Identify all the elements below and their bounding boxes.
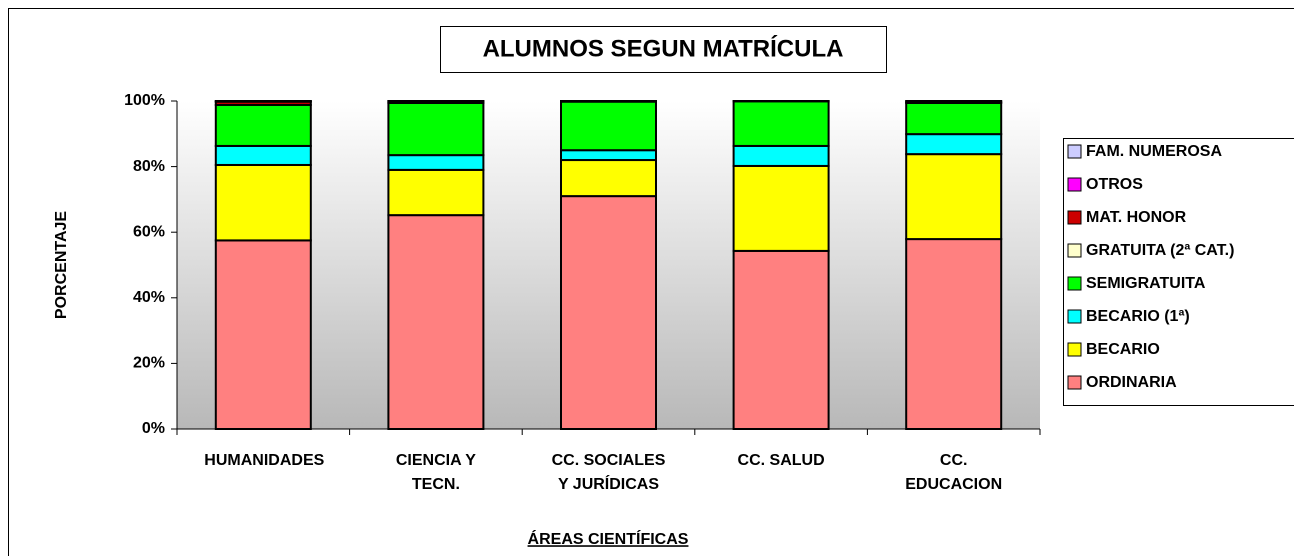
legend-box [1063,138,1294,406]
x-tick-label: CC. SOCIALES Y JURÍDICAS [551,452,666,493]
bar-segment [387,101,485,157]
bar-segment [905,133,1003,156]
bar-segment [905,153,1003,241]
legend-swatch [1067,276,1082,291]
legend-label: ORDINARIA [1086,374,1177,391]
bar-segment [214,239,312,430]
bar-segment [387,168,485,217]
legend-swatch [1067,342,1082,357]
bar-segment [560,149,657,162]
legend-swatch [1067,210,1082,225]
x-axis-title: ÁREAS CIENTÍFICAS [528,529,689,548]
title-box [440,26,887,73]
legend-label: FAM. NUMEROSA [1086,143,1222,160]
bar-segment [387,214,485,430]
x-tick-label: CIENCIA Y TECN. [395,452,476,493]
y-tick-label: 0% [142,420,165,437]
bar-segment [905,100,1003,103]
legend-swatch [1067,309,1082,324]
legend-label: OTROS [1086,176,1143,193]
legend-label: BECARIO [1086,341,1160,358]
legend-swatch [1067,375,1082,390]
legend-label: GRATUITA (2ª CAT.) [1086,242,1234,259]
legend-label: BECARIO (1ª) [1086,308,1190,325]
legend-swatch [1067,177,1082,192]
bar-segment [732,100,830,147]
x-tick-label: HUMANIDADES [204,452,325,469]
legend-label: MAT. HONOR [1086,209,1187,226]
bar-segment [214,163,312,242]
legend-swatch [1067,144,1082,159]
x-tick-label: CC. EDUCACION [905,452,1003,493]
bar-segment [214,144,312,166]
bar-segment [732,164,830,252]
bar-segment [387,154,485,171]
bar-segment [560,195,657,430]
legend-swatch [1067,243,1082,258]
y-tick-label: 100% [124,92,165,109]
chart-title: ALUMNOS SEGUN MATRÍCULA [483,34,844,62]
bar-segment [214,103,312,147]
legend-label: SEMIGRATUITA [1086,275,1206,292]
bar-segment [732,249,830,430]
bar-segment [560,159,657,198]
bar-segment [905,238,1003,430]
y-tick-label: 40% [133,289,165,306]
bar-segment [732,144,830,167]
y-tick-label: 60% [133,223,165,240]
x-tick-label: CC. SALUD [737,452,825,469]
bar-segment [905,101,1003,136]
y-tick-label: 80% [133,158,165,175]
y-axis-title: PORCENTAJE [53,211,70,319]
bar-segment [560,100,657,152]
y-tick-label: 20% [133,355,165,372]
